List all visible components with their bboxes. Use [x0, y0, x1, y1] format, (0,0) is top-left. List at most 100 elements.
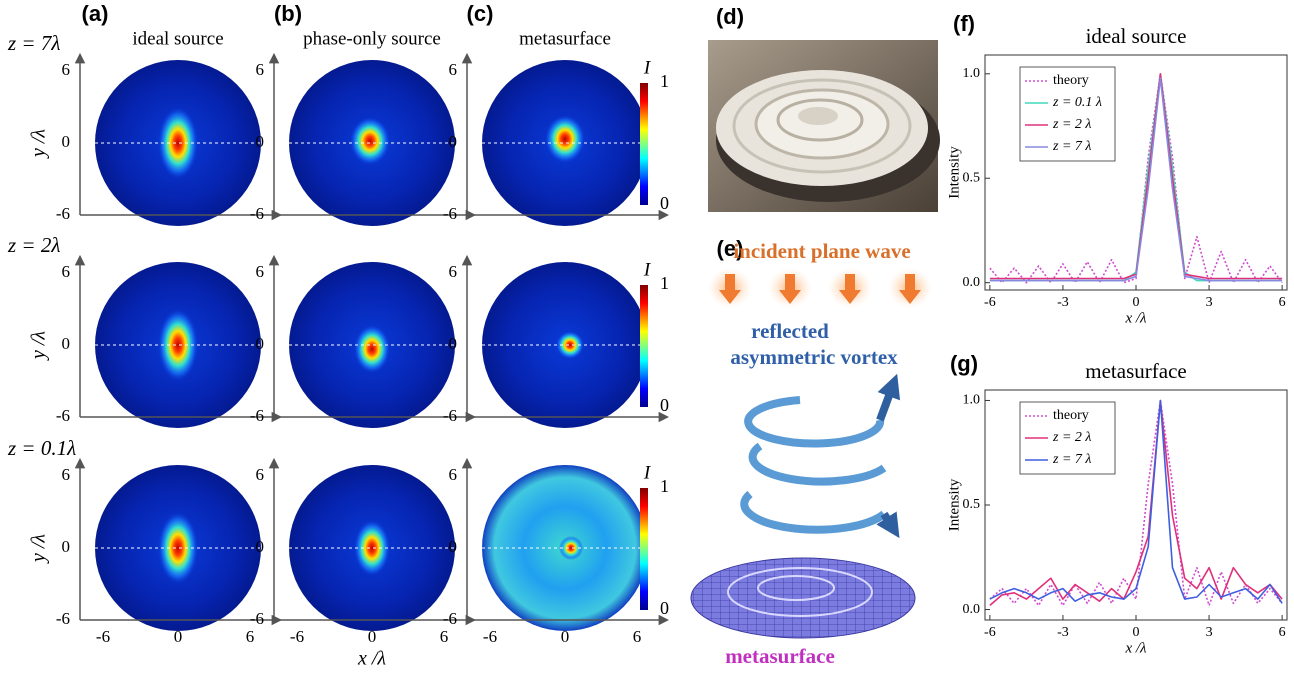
y-tick-label: 0: [256, 334, 265, 353]
x-tick-label: 0: [1133, 625, 1140, 640]
panel-label: (b): [274, 1, 302, 26]
y-tick-label: 1.0: [963, 66, 981, 81]
chart-title: metasurface: [1085, 359, 1186, 383]
legend-label: theory: [1053, 73, 1089, 88]
y-tick-label: 0: [62, 537, 71, 556]
x-tick-label: 6: [440, 627, 449, 646]
y-tick-label: 6: [256, 262, 265, 281]
y-tick-label: -6: [250, 609, 264, 628]
y-tick-label: -6: [250, 204, 264, 223]
y-tick-label: 0: [62, 132, 71, 151]
y-tick-label: -6: [56, 609, 70, 628]
colorbar-label: I: [643, 57, 652, 78]
x-tick-label: -6: [984, 625, 996, 640]
x-tick-label: 3: [1206, 295, 1213, 310]
hot-spot: [350, 117, 390, 165]
panel-label: (c): [467, 1, 494, 26]
legend-label: z = 0.1 λ: [1052, 95, 1102, 110]
y-tick-label: 6: [449, 262, 458, 281]
panel-label: (a): [82, 1, 109, 26]
panel-label: (d): [716, 4, 744, 29]
hot-spot: [354, 520, 390, 576]
column-title: ideal source: [132, 28, 223, 49]
metasurface-label: metasurface: [725, 644, 835, 668]
x-axis-label: x /λ: [357, 648, 386, 670]
y-tick-label: 0: [256, 132, 265, 151]
x-tick-label: -6: [96, 627, 110, 646]
x-tick-label: -3: [1057, 625, 1069, 640]
figure: (a)(b)(c)(d)(e)(f)(g)ideal sourcephase-o…: [0, 0, 1294, 675]
colorbar-tick-label: 0: [660, 395, 669, 415]
x-tick-label: 3: [1206, 625, 1213, 640]
x-tick-label: 0: [368, 627, 377, 646]
x-axis-label: x /λ: [1124, 310, 1147, 326]
colorbar-tick-label: 0: [660, 193, 669, 213]
y-tick-label: 0.0: [963, 602, 981, 617]
colorbar: [640, 83, 648, 205]
y-tick-label: 6: [449, 60, 458, 79]
y-axis-label: y /λ: [28, 129, 50, 159]
y-tick-label: 0: [449, 334, 458, 353]
y-tick-label: 0.5: [963, 497, 981, 512]
chart-title: ideal source: [1086, 24, 1187, 48]
panel-label: (f): [953, 11, 975, 36]
y-axis-label: y /λ: [28, 534, 50, 564]
y-tick-label: 1.0: [963, 393, 981, 408]
row-label: z = 7λ: [7, 31, 60, 55]
y-tick-label: -6: [250, 406, 264, 425]
y-tick-label: 6: [62, 60, 71, 79]
colorbar: [640, 488, 648, 610]
y-tick-label: 0.0: [963, 275, 981, 290]
legend-label: z = 2 λ: [1052, 430, 1091, 445]
y-tick-label: 0: [62, 334, 71, 353]
legend-label: theory: [1053, 408, 1089, 423]
colorbar-tick-label: 1: [660, 273, 669, 293]
colorbar-tick-label: 1: [660, 71, 669, 91]
row-label: z = 0.1λ: [7, 436, 76, 460]
x-tick-label: 6: [1279, 625, 1286, 640]
colorbar-tick-label: 0: [660, 598, 669, 618]
row-label: z = 2λ: [7, 233, 60, 257]
x-tick-label: -6: [290, 627, 304, 646]
legend-label: z = 7 λ: [1052, 139, 1091, 154]
y-axis-label: y /λ: [28, 331, 50, 361]
y-tick-label: 6: [256, 465, 265, 484]
colorbar: [640, 285, 648, 407]
y-tick-label: -6: [56, 406, 70, 425]
x-tick-label: 0: [561, 627, 570, 646]
vortex-label: asymmetric vortex: [730, 345, 898, 369]
x-tick-label: 6: [633, 627, 642, 646]
y-tick-label: -6: [443, 406, 457, 425]
panel-label: (g): [950, 351, 978, 376]
hot-spot: [354, 325, 390, 373]
y-tick-label: 0: [449, 537, 458, 556]
y-tick-label: 0: [449, 132, 458, 151]
legend-label: z = 7 λ: [1052, 452, 1091, 467]
incident-label: incident plane wave: [733, 239, 910, 263]
x-tick-label: -3: [1057, 295, 1069, 310]
colorbar-label: I: [643, 462, 652, 483]
x-tick-label: 0: [174, 627, 183, 646]
y-tick-label: -6: [443, 609, 457, 628]
hot-spot: [545, 115, 585, 163]
y-tick-label: -6: [443, 204, 457, 223]
x-axis-label: x /λ: [1124, 640, 1147, 656]
x-tick-label: 0: [1133, 295, 1140, 310]
y-tick-label: 6: [449, 465, 458, 484]
x-tick-label: 6: [246, 627, 255, 646]
y-tick-label: 6: [62, 465, 71, 484]
y-tick-label: 6: [62, 262, 71, 281]
y-axis-label: Intensity: [946, 146, 962, 199]
y-tick-label: 6: [256, 60, 265, 79]
y-tick-label: 0: [256, 537, 265, 556]
x-tick-label: -6: [984, 295, 996, 310]
colorbar-label: I: [643, 259, 652, 280]
column-title: phase-only source: [303, 28, 441, 49]
photo: [708, 40, 940, 212]
y-tick-label: 0.5: [963, 170, 981, 185]
x-tick-label: 6: [1279, 295, 1286, 310]
y-tick-label: -6: [56, 204, 70, 223]
x-tick-label: -6: [483, 627, 497, 646]
column-title: metasurface: [519, 28, 611, 49]
legend-label: z = 2 λ: [1052, 117, 1091, 132]
